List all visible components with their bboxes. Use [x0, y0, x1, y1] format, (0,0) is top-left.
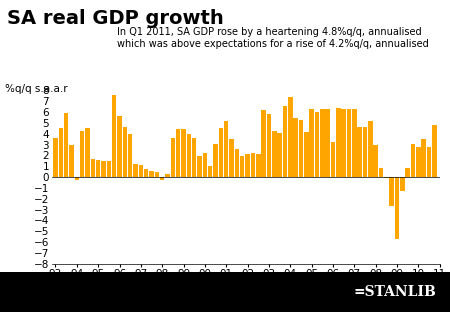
Bar — [405, 168, 410, 177]
Bar — [421, 139, 426, 177]
Bar — [283, 106, 287, 177]
Bar — [58, 128, 63, 177]
Bar — [112, 95, 117, 177]
Bar — [304, 132, 309, 177]
Bar — [427, 147, 431, 177]
Bar — [149, 171, 154, 177]
Bar — [432, 125, 436, 177]
Bar — [293, 118, 298, 177]
Bar — [96, 160, 100, 177]
Bar — [400, 177, 405, 191]
Bar — [331, 142, 335, 177]
Bar — [155, 172, 159, 177]
Bar — [171, 138, 175, 177]
Bar — [176, 129, 180, 177]
Bar — [165, 174, 170, 177]
Bar — [288, 97, 292, 177]
Bar — [363, 127, 367, 177]
Bar — [85, 128, 90, 177]
Bar — [213, 144, 218, 177]
Bar — [202, 153, 207, 177]
Bar — [251, 153, 255, 177]
Bar — [267, 114, 271, 177]
Bar — [128, 134, 132, 177]
Bar — [208, 166, 212, 177]
Bar — [346, 109, 351, 177]
Bar — [245, 154, 250, 177]
Bar — [122, 127, 127, 177]
Bar — [384, 177, 388, 178]
Bar — [261, 110, 266, 177]
Bar — [411, 144, 415, 177]
Text: In Q1 2011, SA GDP rose by a heartening 4.8%q/q, annualised: In Q1 2011, SA GDP rose by a heartening … — [117, 27, 422, 37]
Bar — [219, 128, 223, 177]
Bar — [379, 168, 383, 177]
Bar — [139, 165, 143, 177]
Bar — [389, 177, 394, 206]
Bar — [309, 109, 314, 177]
Bar — [160, 177, 164, 180]
Bar — [75, 177, 79, 180]
Bar — [234, 149, 239, 177]
Bar — [240, 157, 244, 177]
Bar — [117, 116, 122, 177]
Bar — [277, 133, 282, 177]
Text: SA real GDP growth: SA real GDP growth — [7, 9, 224, 28]
Bar — [320, 109, 324, 177]
Bar — [342, 109, 346, 177]
Bar — [299, 120, 303, 177]
Bar — [107, 161, 111, 177]
Text: which was above expectations for a rise of 4.2%q/q, annualised: which was above expectations for a rise … — [117, 39, 429, 49]
Bar — [256, 154, 261, 177]
Bar — [187, 134, 191, 177]
Text: =STANLIB: =STANLIB — [354, 285, 436, 299]
Bar — [272, 130, 276, 177]
Bar — [325, 109, 330, 177]
Bar — [101, 161, 106, 177]
Bar — [395, 177, 399, 239]
Bar — [192, 138, 197, 177]
Bar — [357, 127, 362, 177]
Bar — [90, 159, 95, 177]
Bar — [230, 139, 234, 177]
Bar — [315, 112, 319, 177]
Bar — [368, 121, 373, 177]
Bar — [224, 121, 229, 177]
Bar — [374, 144, 378, 177]
Text: %q/q s.a.a.r: %q/q s.a.a.r — [5, 84, 68, 94]
Bar — [416, 147, 421, 177]
Bar — [352, 109, 356, 177]
Bar — [336, 108, 341, 177]
Bar — [181, 129, 186, 177]
Bar — [53, 138, 58, 177]
Bar — [80, 130, 85, 177]
Bar — [133, 164, 138, 177]
Bar — [144, 169, 148, 177]
Bar — [69, 144, 74, 177]
Bar — [197, 157, 202, 177]
Bar — [64, 113, 68, 177]
